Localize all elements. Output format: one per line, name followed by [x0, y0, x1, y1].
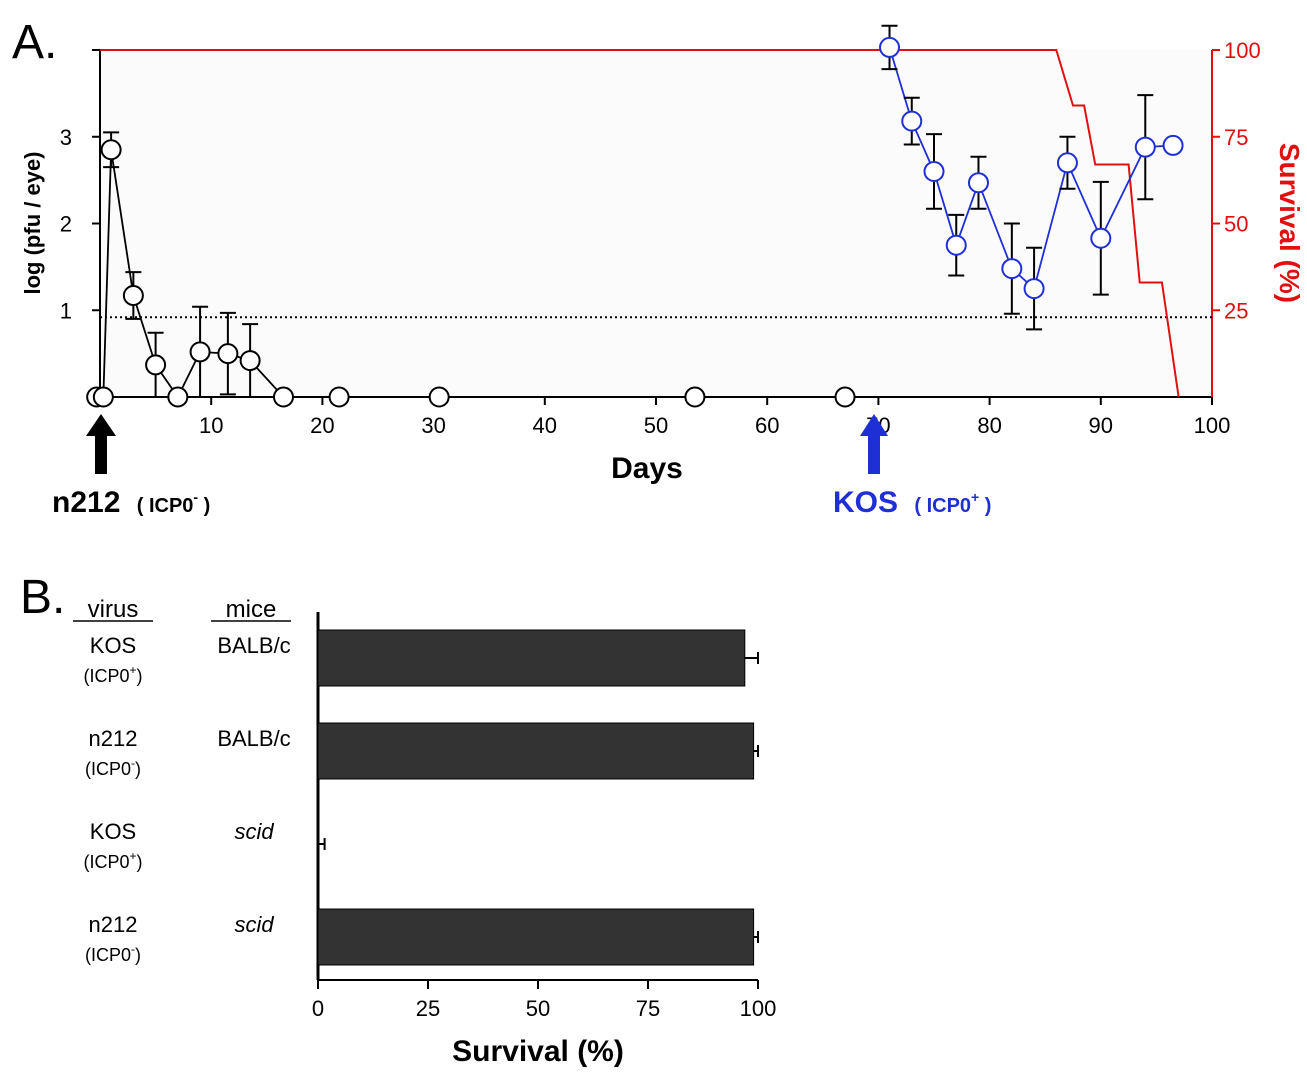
n212-arrow-label: n212 ( ICP0- ) — [52, 486, 210, 519]
x-tick-label: 60 — [755, 413, 779, 438]
n212-data-point — [92, 386, 114, 408]
survival-line — [100, 49, 1180, 398]
n212-data-point — [167, 386, 189, 408]
row-mice-label: BALB/c — [217, 726, 290, 751]
kos-arrow-label: KOS ( ICP0+ ) — [833, 486, 991, 519]
x-tick-label: 50 — [644, 413, 668, 438]
x-tick-label: 90 — [1089, 413, 1113, 438]
panel-a-y-axis-label-left: log (pfu / eye) — [20, 152, 45, 295]
x-tick-label: 30 — [421, 413, 445, 438]
x-tick-label: 80 — [977, 413, 1001, 438]
n212-arrow-icon — [86, 414, 116, 474]
kos-data-point — [879, 36, 901, 58]
n212-data-point — [189, 341, 211, 363]
x-tick-label: 25 — [416, 996, 440, 1021]
y-tick-label-right: 50 — [1224, 212, 1248, 237]
n212-data-point — [328, 386, 350, 408]
survival-bar — [317, 629, 746, 687]
n212-data-point — [217, 343, 239, 365]
n212-data-point — [272, 386, 294, 408]
y-tick-label-right: 25 — [1224, 298, 1248, 323]
x-tick-label: 0 — [312, 996, 324, 1021]
n212-data-point — [428, 386, 450, 408]
y-tick-label-right: 100 — [1224, 38, 1261, 63]
row-virus-label: n212 — [89, 912, 138, 937]
row-virus-label: KOS — [90, 819, 136, 844]
row-virus-label: KOS — [90, 633, 136, 658]
kos-data-point — [1001, 258, 1023, 280]
n212-data-point — [122, 285, 144, 307]
panel-a-chart: 102030405060708090100123255075100 — [60, 24, 1261, 438]
kos-data-point — [1134, 136, 1156, 158]
row-virus-label: n212 — [89, 726, 138, 751]
n212-data-point — [684, 386, 706, 408]
kos-arrow-icon — [860, 414, 888, 474]
row-mice-label: scid — [234, 819, 274, 844]
x-tick-label: 75 — [636, 996, 660, 1021]
x-tick-label: 100 — [1194, 413, 1231, 438]
panel-a-plot-area — [100, 50, 1212, 397]
n212-data-point — [145, 354, 167, 376]
panel-a-x-axis-label: Days — [611, 452, 683, 485]
kos-data-point — [1162, 134, 1184, 156]
row-icp-label: (ICP0+) — [83, 663, 142, 686]
survival-bar — [317, 722, 755, 780]
x-tick-label: 20 — [310, 413, 334, 438]
x-tick-label: 40 — [533, 413, 557, 438]
mice-column-header: mice — [226, 596, 277, 623]
y-tick-label-left: 3 — [60, 125, 72, 150]
y-tick-label-right: 75 — [1224, 125, 1248, 150]
panel-a-y-axis-label-right: Survival (%) — [1274, 143, 1305, 303]
n212-arrow-annotation: n212 ( ICP0- ) — [52, 414, 210, 519]
panel-a-label: A. — [12, 16, 57, 69]
row-icp-label: (ICP0-) — [85, 942, 141, 965]
x-tick-label: 100 — [740, 996, 777, 1021]
n212-series-line — [96, 149, 846, 399]
virus-column-header: virus — [88, 596, 139, 623]
kos-arrow-annotation: KOS ( ICP0+ ) — [833, 414, 991, 519]
kos-data-point — [901, 110, 923, 132]
kos-data-point — [1023, 278, 1045, 300]
row-icp-label: (ICP0+) — [83, 849, 142, 872]
kos-data-point — [1090, 227, 1112, 249]
y-tick-label-left: 2 — [60, 212, 72, 237]
survival-bar — [317, 908, 755, 966]
row-mice-label: BALB/c — [217, 633, 290, 658]
panel-b-x-axis-label: Survival (%) — [452, 1035, 624, 1068]
kos-data-point — [945, 234, 967, 256]
kos-data-point — [967, 172, 989, 194]
row-icp-label: (ICP0-) — [85, 756, 141, 779]
x-tick-label: 50 — [526, 996, 550, 1021]
kos-data-point — [1056, 152, 1078, 174]
n212-data-point — [834, 386, 856, 408]
panel-b-label: B. — [20, 571, 65, 624]
kos-data-point — [923, 160, 945, 182]
n212-data-point — [239, 350, 261, 372]
n212-data-point — [100, 139, 122, 161]
y-tick-label-left: 1 — [60, 298, 72, 323]
panel-b-chart: 0 25 50 75 100 KOS (ICP0+) BALB/c n212 (ICP0-) BAL… — [83, 612, 776, 1021]
row-mice-label: scid — [234, 912, 274, 937]
x-tick-label: 10 — [199, 413, 223, 438]
